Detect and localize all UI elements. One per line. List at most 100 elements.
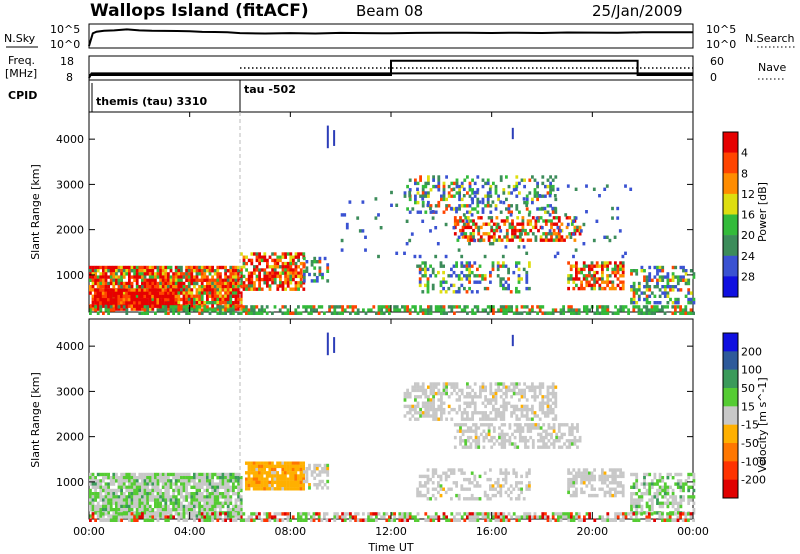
heatmap-cell (489, 194, 493, 198)
heatmap-cell (471, 207, 474, 211)
heatmap-cell (608, 238, 612, 243)
heatmap-cell (122, 485, 126, 489)
heatmap-cell (213, 498, 217, 502)
heatmap-cell (112, 482, 116, 486)
heatmap-cell (349, 518, 352, 522)
heatmap-cell (315, 486, 319, 490)
heatmap-cell (146, 311, 149, 315)
heatmap-cell (107, 275, 110, 279)
heatmap-cell (663, 275, 667, 279)
heatmap-cell (601, 487, 604, 491)
heatmap-cell (208, 512, 212, 516)
heatmap-cell (499, 468, 503, 472)
heatmap-cell (567, 277, 570, 281)
heatmap-cell (138, 488, 142, 493)
heatmap-cell (427, 175, 430, 179)
heatmap-cell (544, 232, 548, 236)
heatmap-cell (528, 388, 532, 393)
heatmap-cell (255, 311, 259, 315)
heatmap-cell (318, 272, 322, 277)
heatmap-cell (529, 222, 533, 226)
heatmap-cell (141, 498, 144, 502)
heatmap-cell (515, 484, 518, 488)
heatmap-cell (229, 265, 233, 270)
heatmap-cell (273, 268, 277, 272)
heatmap-cell (224, 501, 227, 505)
heatmap-cell (549, 398, 552, 402)
heatmap-cell (172, 492, 175, 496)
heatmap-cell (510, 191, 513, 195)
heatmap-cell (104, 488, 108, 493)
heatmap-cell (427, 311, 430, 315)
noise-left-label: N.Sky (4, 32, 36, 45)
heatmap-cell (568, 432, 572, 437)
heatmap-cell (226, 304, 230, 308)
heatmap-cell (104, 298, 108, 302)
heatmap-cell (190, 304, 194, 308)
heatmap-cell (653, 301, 657, 305)
heatmap-cell (310, 279, 314, 283)
heatmap-cell (177, 492, 181, 496)
heatmap-cell (109, 281, 113, 286)
heatmap-cell (226, 514, 230, 518)
heatmap-cell (595, 219, 599, 223)
heatmap-cell (211, 498, 214, 502)
heatmap-cell (200, 297, 204, 302)
heatmap-cell (234, 285, 238, 289)
heatmap-cell (606, 311, 610, 315)
heatmap-cell (648, 285, 652, 289)
heatmap-cell (671, 501, 675, 505)
heatmap-cell (689, 485, 693, 489)
heatmap-cell (551, 311, 555, 315)
heatmap-cell (533, 388, 537, 393)
heatmap-cell (101, 294, 105, 299)
power-ylabel: Slant Range [km] (29, 164, 42, 260)
heatmap-cell (281, 474, 285, 478)
heatmap-cell (130, 476, 134, 480)
heatmap-cell (432, 407, 435, 412)
heatmap-cell (674, 265, 678, 270)
heatmap-cell (601, 468, 604, 472)
heatmap-cell (568, 439, 572, 443)
heatmap-cell (133, 498, 136, 502)
heatmap-cell (133, 476, 136, 480)
heatmap-cell (416, 417, 420, 421)
heatmap-cell (140, 304, 144, 308)
heatmap-cell (403, 515, 407, 519)
heatmap-cell (299, 461, 303, 465)
heatmap-cell (99, 512, 103, 516)
heatmap-cell (125, 265, 129, 270)
heatmap-cell (193, 479, 196, 483)
heatmap-cell (94, 305, 97, 309)
heatmap-cell (107, 504, 110, 509)
heatmap-cell (513, 225, 517, 230)
heatmap-cell (96, 301, 100, 305)
heatmap-cell (276, 287, 280, 291)
heatmap-cell (107, 285, 110, 289)
heatmap-cell (393, 308, 396, 312)
heatmap-cell (89, 272, 92, 276)
heatmap-cell (127, 298, 131, 302)
heatmap-cell (462, 222, 466, 227)
heatmap-cell (221, 504, 225, 509)
heatmap-cell (614, 305, 617, 309)
heatmap-cell (281, 287, 285, 291)
heatmap-cell (122, 508, 126, 512)
heatmap-cell (146, 482, 149, 486)
heatmap-cell (632, 501, 636, 505)
heatmap-cell (164, 308, 168, 312)
heatmap-cell (663, 488, 667, 493)
heatmap-cell (297, 512, 300, 516)
heatmap-cell (546, 311, 550, 315)
heatmap-cell (255, 305, 259, 309)
heatmap-cell (141, 512, 144, 516)
heatmap-cell (464, 235, 468, 239)
heatmap-cell (611, 468, 615, 472)
heatmap-cell (608, 468, 612, 472)
heatmap-cell (159, 265, 162, 270)
heatmap-cell (658, 278, 662, 282)
heatmap-cell (671, 272, 675, 276)
heatmap-cell (515, 497, 518, 501)
heatmap-cell (278, 461, 282, 465)
